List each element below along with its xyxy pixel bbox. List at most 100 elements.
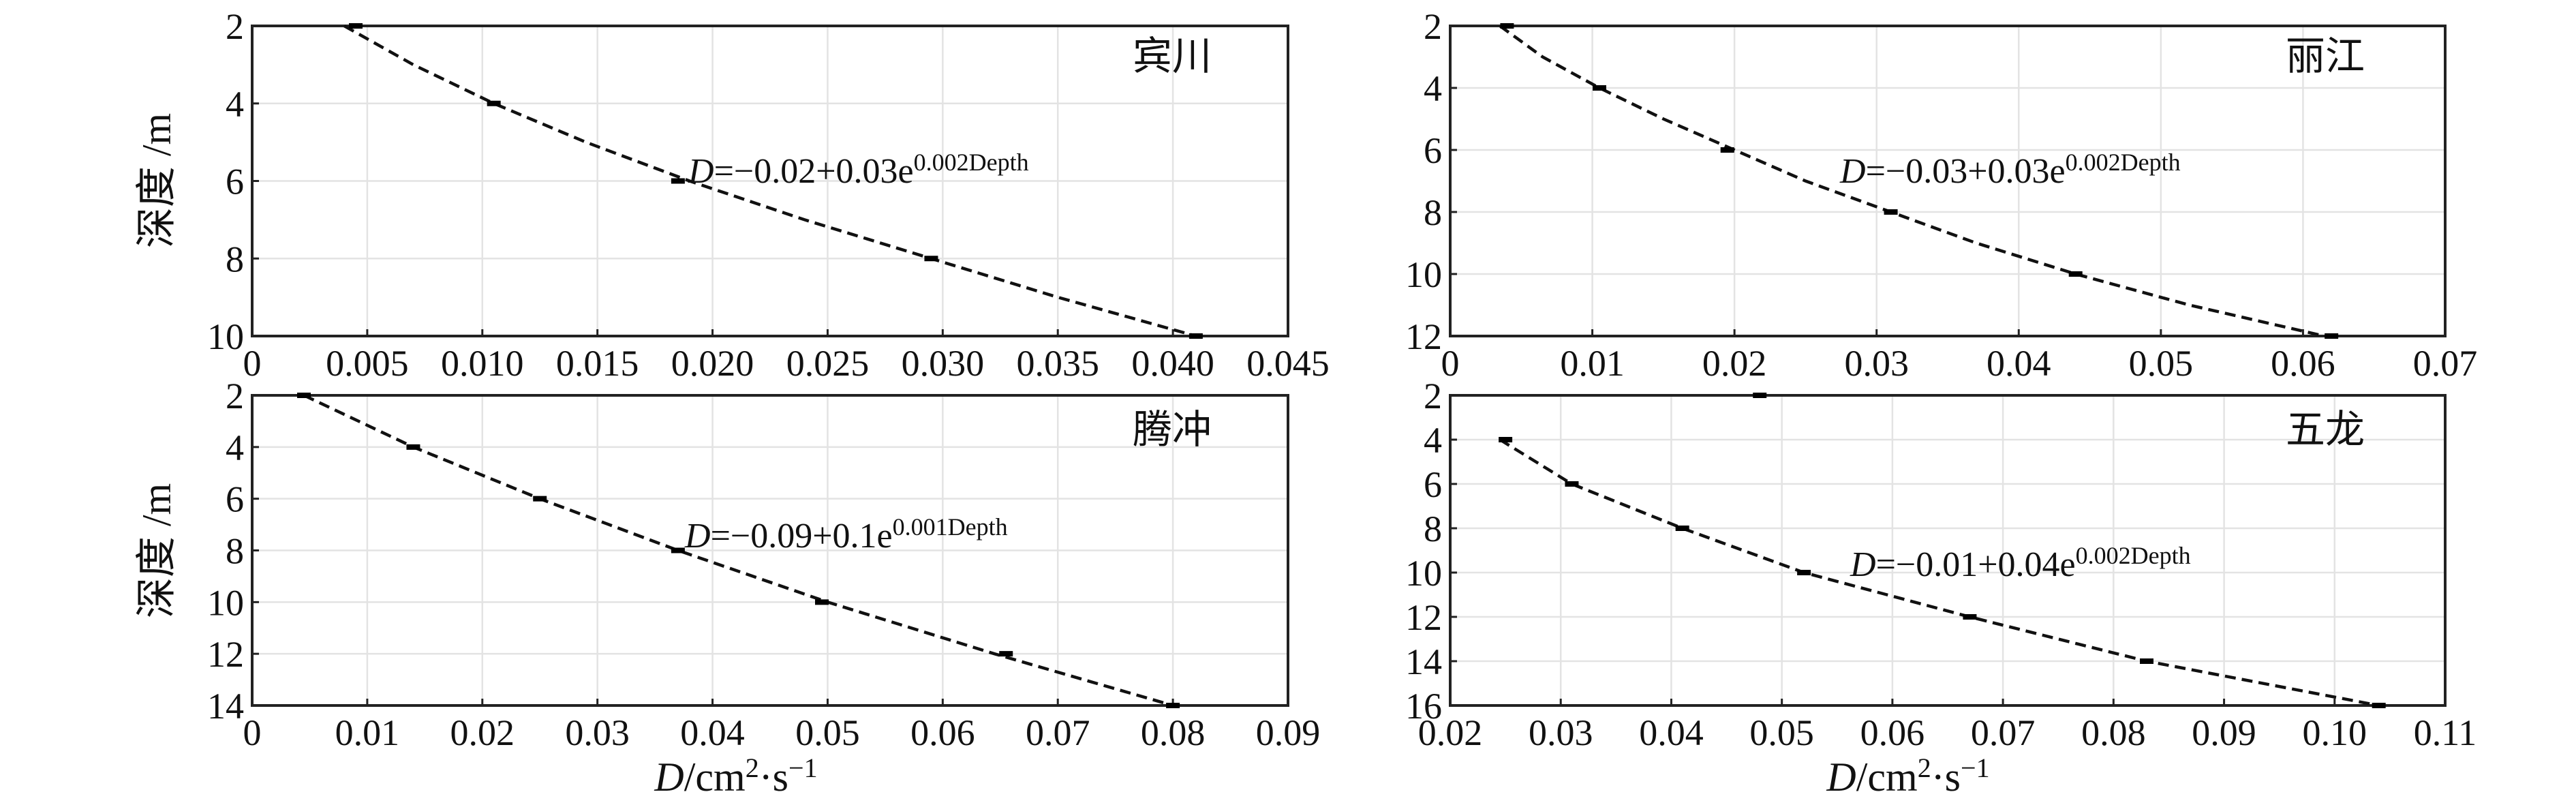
x-tick-label: 0.030 bbox=[902, 343, 985, 384]
site-name: 五龙 bbox=[2286, 408, 2365, 452]
x-tick-label: 0.015 bbox=[556, 343, 639, 384]
site-name: 宾川 bbox=[1133, 34, 1212, 78]
equation-body: =−0.02+0.03e bbox=[714, 152, 914, 191]
y-tick-label: 8 bbox=[1424, 508, 1442, 549]
y-tick-label: 12 bbox=[207, 634, 244, 675]
x-tick-label: 0.025 bbox=[786, 343, 870, 384]
x-tick-label: 0.020 bbox=[671, 343, 754, 384]
x-tick-label: 0.01 bbox=[335, 712, 400, 753]
x-tick-label: 0.045 bbox=[1246, 343, 1330, 384]
y-tick-label: 14 bbox=[207, 686, 244, 727]
y-tick-label: 10 bbox=[207, 582, 244, 623]
x-axis-label-unit: ·s bbox=[759, 755, 788, 800]
x-tick-label: 0.06 bbox=[2271, 343, 2335, 384]
x-axis-label: D/cm2·s−1 bbox=[654, 753, 817, 800]
equation-exponent: 0.002Depth bbox=[2066, 149, 2181, 176]
y-tick-label: 8 bbox=[1424, 192, 1442, 233]
y-tick-label: 10 bbox=[207, 316, 244, 357]
x-tick-label: 0.08 bbox=[2081, 712, 2146, 753]
x-tick-label: 0.06 bbox=[910, 712, 975, 753]
x-tick-label: 0.040 bbox=[1131, 343, 1214, 384]
y-tick-label: 8 bbox=[226, 531, 244, 572]
y-tick-label: 16 bbox=[1405, 686, 1442, 727]
x-tick-label: 0.03 bbox=[1844, 343, 1909, 384]
x-tick-label: 0.07 bbox=[1026, 712, 1090, 753]
equation-variable: D bbox=[1839, 152, 1866, 191]
y-tick-label: 10 bbox=[1405, 553, 1442, 594]
y-tick-label: 2 bbox=[226, 6, 244, 47]
x-axis-label-unit: /cm bbox=[684, 755, 746, 800]
x-tick-label: 0.05 bbox=[2129, 343, 2194, 384]
x-tick-label: 0.010 bbox=[441, 343, 524, 384]
equation-body: =−0.03+0.03e bbox=[1866, 152, 2066, 191]
x-axis-label-exponent: 2 bbox=[1918, 753, 1931, 783]
fit-equation: D=−0.01+0.04e0.002Depth bbox=[1850, 542, 2191, 584]
x-tick-label: 0.05 bbox=[795, 712, 860, 753]
y-tick-label: 10 bbox=[1405, 254, 1442, 295]
y-tick-label: 4 bbox=[1424, 68, 1442, 109]
x-tick-label: 0.05 bbox=[1749, 712, 1814, 753]
x-tick-label: 0.02 bbox=[450, 712, 515, 753]
x-tick-label: 0.02 bbox=[1702, 343, 1767, 384]
x-axis-label-exponent: −1 bbox=[1961, 753, 1990, 783]
plot-frame bbox=[1449, 25, 2447, 337]
y-tick-label: 14 bbox=[1405, 641, 1442, 682]
y-axis-label: 深度 /m bbox=[134, 483, 179, 618]
panel-wulong: 0.02 0.03 0.04 0.05 0.06 0.07 0.08 0.09 0.10 0.11… bbox=[1405, 376, 2477, 800]
fit-curve bbox=[1499, 438, 2380, 708]
x-tick-label: 0.03 bbox=[565, 712, 630, 753]
equation-exponent: 0.001Depth bbox=[893, 513, 1008, 541]
x-axis-label-exponent: 2 bbox=[746, 753, 759, 783]
x-axis-label-variable: D bbox=[1826, 755, 1856, 800]
fit-equation: D=−0.02+0.03e0.002Depth bbox=[688, 149, 1029, 191]
x-tick-label: 0.02 bbox=[1418, 712, 1483, 753]
x-axis-label-unit: ·s bbox=[1931, 755, 1961, 800]
panel-binchuan: 0 0.005 0.010 0.015 0.020 0.025 0.030 0.035 0.04… bbox=[134, 6, 1330, 384]
x-axis-label-exponent: −1 bbox=[788, 753, 818, 783]
x-tick-label: 0 bbox=[243, 712, 262, 753]
x-tick-label: 0.09 bbox=[1256, 712, 1321, 753]
site-name: 腾冲 bbox=[1133, 408, 1212, 452]
site-name: 丽江 bbox=[2286, 34, 2365, 78]
x-axis-label-unit: /cm bbox=[1856, 755, 1918, 800]
plot-frame bbox=[1449, 394, 2447, 707]
x-tick-label: 0 bbox=[243, 343, 262, 384]
panel-tengchong: 0 0.01 0.02 0.03 0.04 0.05 0.06 0.07 0.08 0.09 2 4 6… bbox=[134, 376, 1320, 800]
equation-exponent: 0.002Depth bbox=[2076, 542, 2191, 569]
y-tick-label: 6 bbox=[1424, 464, 1442, 505]
x-tick-label: 0.035 bbox=[1016, 343, 1099, 384]
equation-exponent: 0.002Depth bbox=[914, 149, 1029, 176]
y-tick-label: 8 bbox=[226, 239, 244, 279]
x-tick-label: 0.03 bbox=[1529, 712, 1593, 753]
equation-body: =−0.01+0.04e bbox=[1876, 545, 2076, 584]
x-tick-label: 0.10 bbox=[2303, 712, 2367, 753]
y-tick-label: 12 bbox=[1405, 316, 1442, 357]
x-tick-label: 0.08 bbox=[1141, 712, 1206, 753]
y-tick-label: 6 bbox=[226, 479, 244, 520]
x-tick-label: 0.04 bbox=[680, 712, 745, 753]
equation-variable: D bbox=[688, 152, 714, 191]
y-tick-label: 12 bbox=[1405, 597, 1442, 638]
x-tick-label: 0.04 bbox=[1639, 712, 1704, 753]
y-tick-label: 4 bbox=[226, 427, 244, 468]
equation-variable: D bbox=[1850, 545, 1876, 584]
x-tick-label: 0 bbox=[1441, 343, 1460, 384]
fit-equation: D=−0.03+0.03e0.002Depth bbox=[1839, 149, 2181, 191]
y-tick-label: 2 bbox=[1424, 376, 1442, 416]
panel-lijiang: 0 0.01 0.02 0.03 0.04 0.05 0.06 0.07 2 4 6 8 10 12 丽江 D… bbox=[1405, 6, 2477, 384]
x-tick-label: 0.11 bbox=[2414, 712, 2477, 753]
x-tick-label: 0.04 bbox=[1987, 343, 2051, 384]
fit-equation: D=−0.09+0.1e0.001Depth bbox=[684, 513, 1008, 556]
x-tick-label: 0.07 bbox=[2413, 343, 2478, 384]
y-tick-label: 6 bbox=[226, 162, 244, 202]
x-tick-label: 0.06 bbox=[1860, 712, 1925, 753]
x-tick-label: 0.09 bbox=[2192, 712, 2256, 753]
fit-curve bbox=[1499, 25, 2325, 338]
y-tick-label: 6 bbox=[1424, 130, 1442, 171]
x-tick-label: 0.07 bbox=[1971, 712, 2036, 753]
fit-curve bbox=[343, 25, 1197, 338]
x-axis-label-variable: D bbox=[654, 755, 684, 800]
equation-variable: D bbox=[684, 517, 711, 556]
x-axis-label: D/cm2·s−1 bbox=[1826, 753, 1989, 800]
